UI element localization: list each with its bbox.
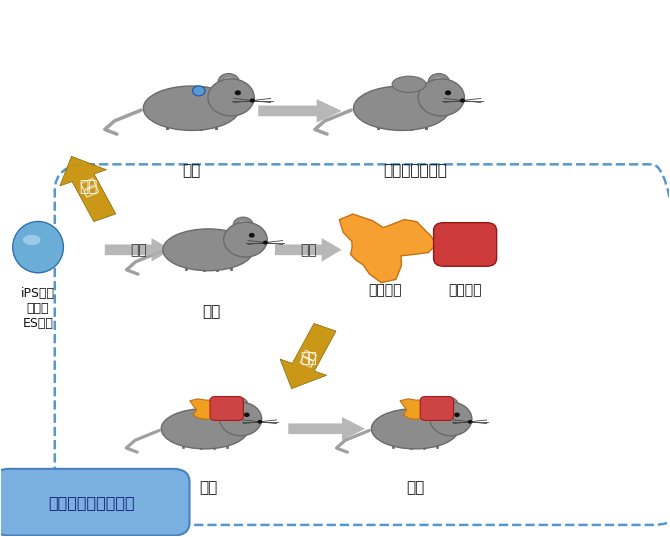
Circle shape xyxy=(263,241,268,244)
Ellipse shape xyxy=(13,221,64,273)
FancyBboxPatch shape xyxy=(210,396,243,420)
Ellipse shape xyxy=(163,229,254,271)
Circle shape xyxy=(224,222,267,257)
Text: 採取: 採取 xyxy=(300,243,317,257)
Circle shape xyxy=(229,397,248,412)
Circle shape xyxy=(468,420,472,424)
Polygon shape xyxy=(340,214,436,282)
Polygon shape xyxy=(275,238,342,262)
Text: 皮層細胞: 皮層細胞 xyxy=(369,283,402,297)
Text: 骨髄細胞: 骨髄細胞 xyxy=(448,283,482,297)
Polygon shape xyxy=(105,238,172,262)
Circle shape xyxy=(208,79,254,116)
Circle shape xyxy=(192,86,205,96)
Text: 定着: 定着 xyxy=(406,480,424,495)
Circle shape xyxy=(418,79,464,116)
FancyBboxPatch shape xyxy=(0,469,190,535)
Text: 個体: 個体 xyxy=(199,480,217,495)
Circle shape xyxy=(234,90,241,95)
Circle shape xyxy=(250,98,255,103)
Text: 移植: 移植 xyxy=(299,347,318,368)
Ellipse shape xyxy=(23,235,41,245)
Polygon shape xyxy=(288,417,365,440)
Circle shape xyxy=(439,397,458,412)
Circle shape xyxy=(257,420,263,424)
Polygon shape xyxy=(258,99,342,122)
Ellipse shape xyxy=(354,86,450,130)
Text: 移植: 移植 xyxy=(79,179,97,194)
Text: 個体: 個体 xyxy=(202,304,220,319)
Text: 定着（奇形腫）: 定着（奇形腫） xyxy=(383,163,447,178)
Circle shape xyxy=(233,217,253,233)
Circle shape xyxy=(238,221,249,229)
Circle shape xyxy=(220,402,262,436)
Polygon shape xyxy=(400,399,439,419)
FancyBboxPatch shape xyxy=(420,396,454,420)
Circle shape xyxy=(433,77,445,86)
Text: 個体: 個体 xyxy=(182,163,201,178)
Text: iPS細胞
または
ES細胞: iPS細胞 または ES細胞 xyxy=(21,287,55,330)
Ellipse shape xyxy=(371,409,459,449)
Circle shape xyxy=(249,233,255,238)
Circle shape xyxy=(444,401,454,409)
Circle shape xyxy=(244,412,250,417)
Ellipse shape xyxy=(161,409,249,449)
Circle shape xyxy=(445,90,451,95)
Polygon shape xyxy=(280,323,336,389)
Circle shape xyxy=(428,74,450,90)
Circle shape xyxy=(454,412,460,417)
Ellipse shape xyxy=(143,86,240,130)
Text: 移植: 移植 xyxy=(78,176,98,198)
Text: 発生: 発生 xyxy=(130,243,147,257)
FancyBboxPatch shape xyxy=(433,223,496,266)
Circle shape xyxy=(233,401,244,409)
Polygon shape xyxy=(190,399,228,419)
Text: 分化細胞の移植実験: 分化細胞の移植実験 xyxy=(48,495,135,510)
Text: 移植: 移植 xyxy=(300,351,317,365)
Circle shape xyxy=(460,98,465,103)
Circle shape xyxy=(430,402,472,436)
Polygon shape xyxy=(60,156,116,222)
Circle shape xyxy=(218,74,239,90)
Ellipse shape xyxy=(392,76,426,92)
Circle shape xyxy=(223,77,234,86)
